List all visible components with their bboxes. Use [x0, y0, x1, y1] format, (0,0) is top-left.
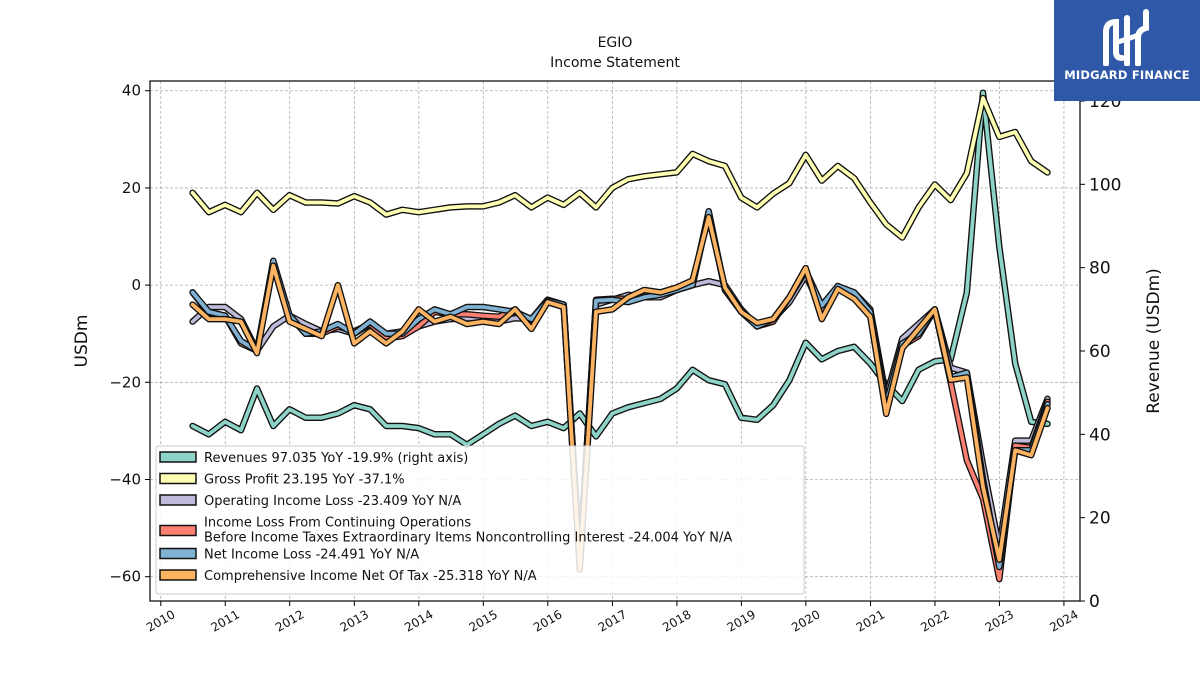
x-tick-label: 2014: [402, 607, 435, 634]
legend-entry-text: Income Loss From Continuing Operations: [204, 516, 471, 531]
chart-title: EGIO: [598, 35, 633, 51]
midgard-logo-icon: [1103, 9, 1149, 66]
x-tick-label: 2011: [209, 607, 242, 634]
legend-entry-text: Before Income Taxes Extraordinary Items …: [204, 531, 732, 546]
y-tick-label-left: −20: [109, 373, 141, 391]
y-tick-label-left: −40: [109, 471, 141, 489]
legend-entry-text: Operating Income Loss -23.409 YoY N/A: [204, 494, 461, 509]
midgard-finance-logo: MIDGARD FINANCE: [1054, 0, 1200, 101]
series-1: [189, 94, 1051, 241]
x-tick-label: 2017: [596, 607, 629, 634]
x-tick-label: 2016: [531, 607, 564, 634]
series-line-outline: [189, 94, 1051, 241]
y-tick-label-right: 20: [1089, 509, 1111, 529]
x-tick-label: 2018: [660, 607, 693, 634]
legend-swatch: [159, 451, 197, 463]
x-tick-label: 2024: [1047, 607, 1080, 634]
legend-swatch: [159, 524, 197, 537]
legend: Revenues 97.035 YoY -19.9% (right axis) G…: [155, 445, 805, 595]
legend-swatch: [159, 494, 197, 506]
y-tick-label-left: 20: [122, 179, 141, 197]
y-tick-label-right: 60: [1089, 342, 1111, 362]
x-tick-label: 2012: [273, 607, 306, 634]
series-0: [189, 89, 1051, 449]
plot-frame: [149, 80, 1081, 602]
x-tick-label: 2010: [144, 607, 177, 634]
series-line: [190, 96, 1050, 240]
legend-swatch: [159, 547, 197, 560]
x-tick-label: 2013: [338, 607, 371, 634]
series-lines: [189, 89, 1051, 583]
series-line: [190, 215, 1050, 572]
legend-entry-text: Net Income Loss -24.491 YoY N/A: [204, 548, 419, 563]
series-line: [190, 90, 1050, 447]
logo-text: MIDGARD FINANCE: [1064, 68, 1190, 82]
legend-box: [155, 445, 805, 595]
y-axis-label-left: USDm: [72, 315, 92, 368]
y-axis-label-right: Revenue (USDm): [1144, 268, 1164, 414]
y-tick-label-left: 0: [131, 276, 141, 294]
chart-subtitle: Income Statement: [550, 55, 680, 71]
y-tick-label-right: 0: [1089, 592, 1100, 612]
y-tick-label-right: 40: [1089, 425, 1111, 445]
x-tick-label: 2023: [983, 607, 1016, 634]
legend-swatch: [159, 472, 197, 485]
legend-entry-text: Comprehensive Income Net Of Tax -25.318 …: [204, 569, 537, 584]
legend-entry-text: Revenues 97.035 YoY -19.9% (right axis): [204, 451, 468, 466]
x-tick-label: 2019: [725, 607, 758, 634]
x-tick-label: 2022: [918, 607, 951, 634]
x-tick-label: 2021: [854, 607, 887, 634]
x-tick-label: 2020: [789, 607, 822, 634]
y-tick-label-right: 100: [1089, 175, 1121, 195]
y-tick-label-left: 40: [122, 82, 141, 100]
legend-entry-text: Gross Profit 23.195 YoY -37.1%: [204, 473, 405, 488]
legend-swatch: [159, 569, 197, 581]
y-tick-label-left: −60: [109, 568, 141, 586]
y-tick-label-right: 80: [1089, 259, 1111, 279]
series-line-outline: [189, 89, 1051, 449]
series-5: [189, 213, 1051, 573]
x-tick-label: 2015: [467, 607, 500, 634]
